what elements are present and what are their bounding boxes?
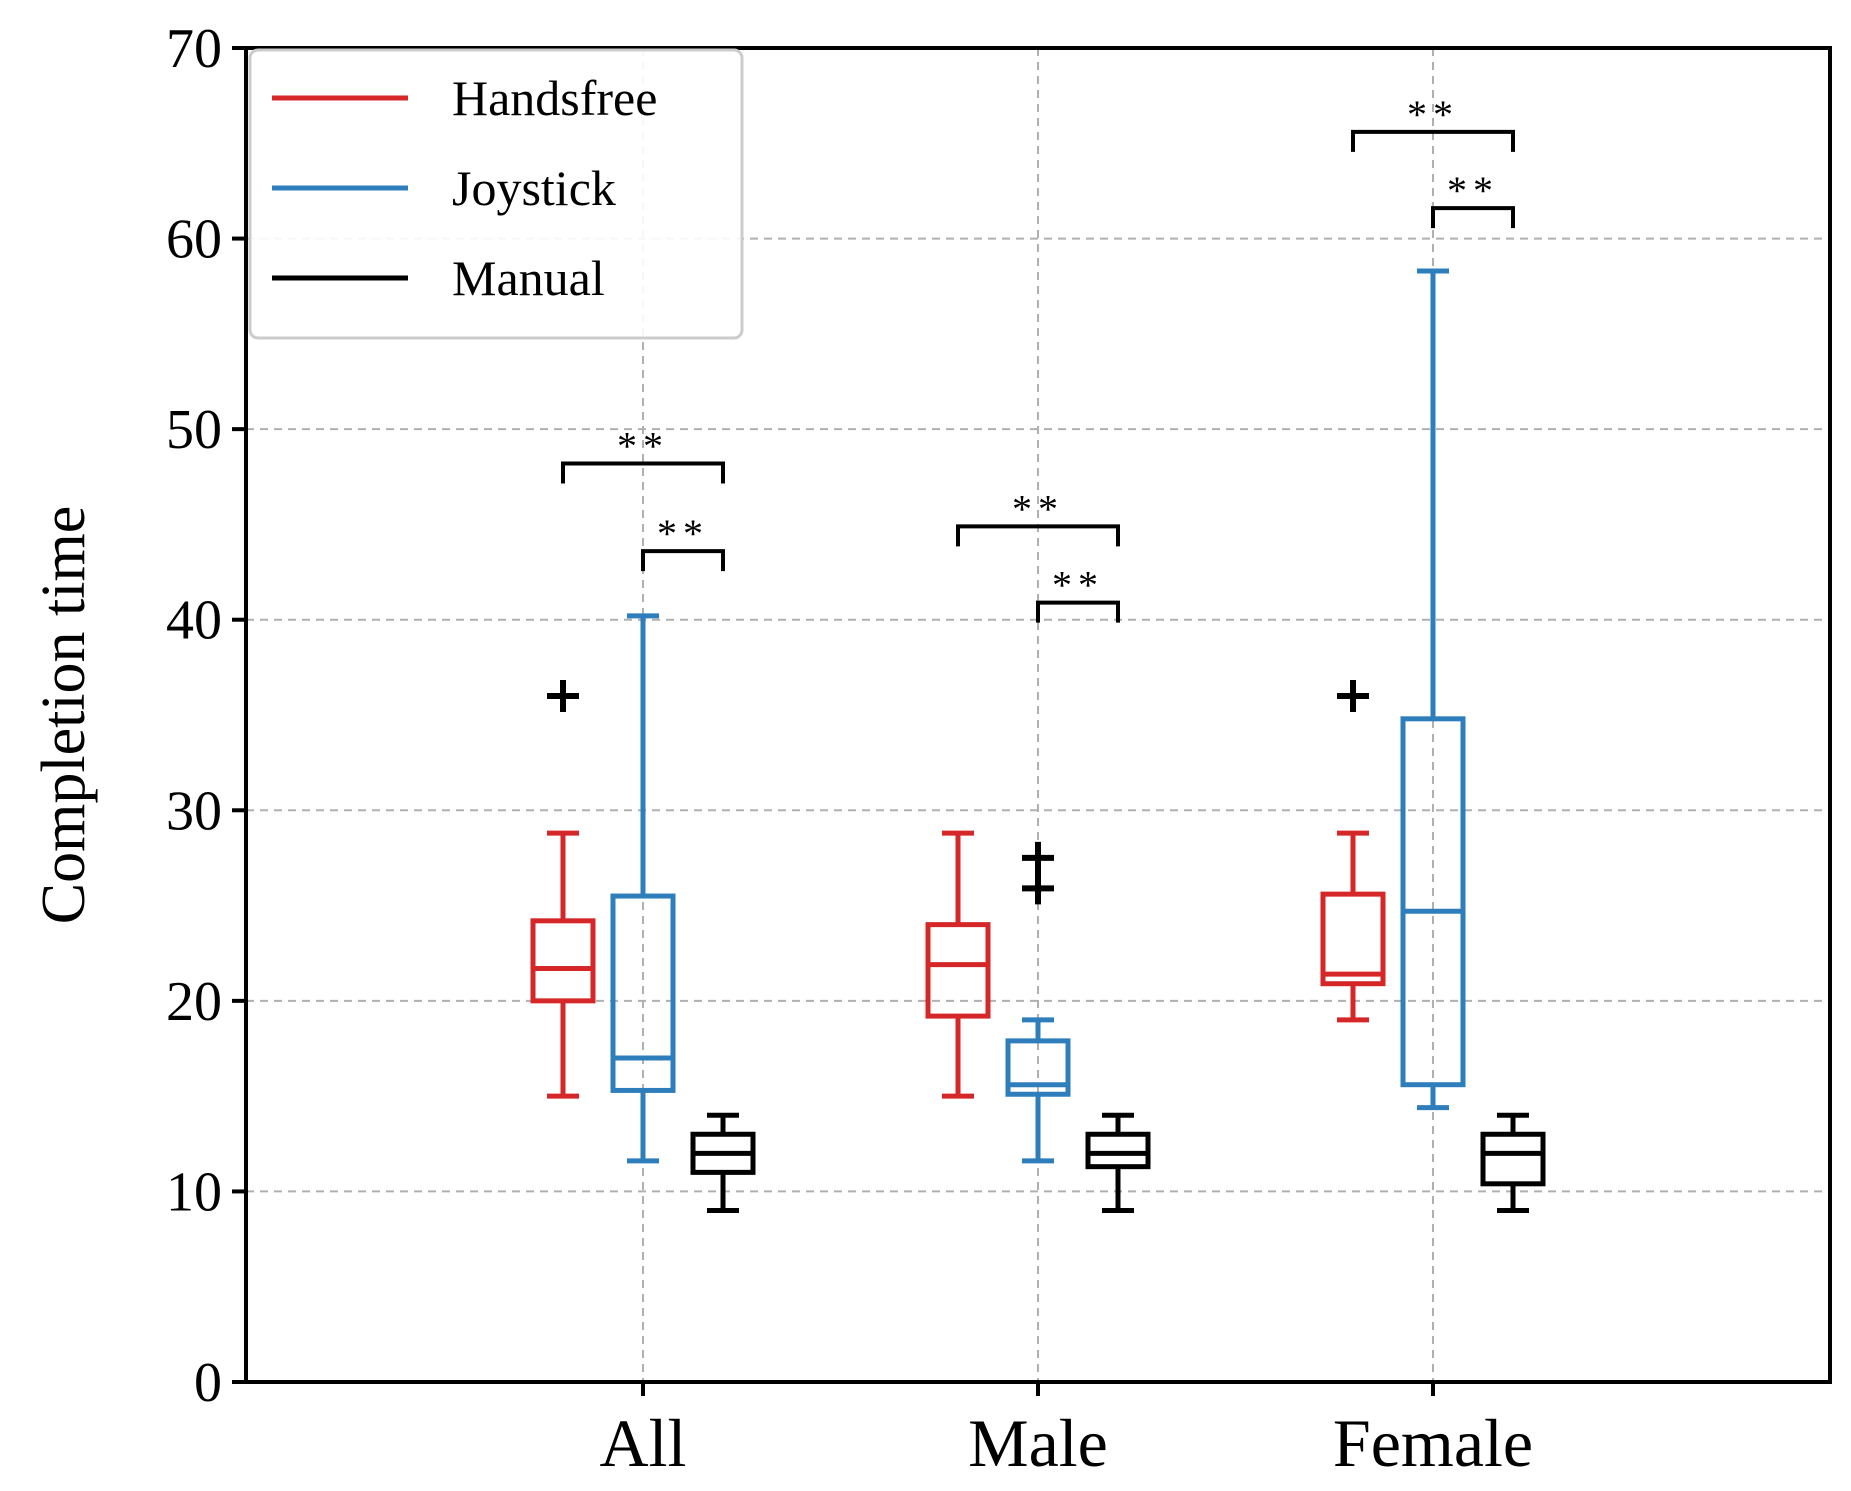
significance-label: **	[1012, 486, 1064, 531]
box-handsfree-female	[1320, 679, 1386, 1023]
significance-label: **	[1407, 92, 1459, 137]
x-tick-label: All	[600, 1405, 687, 1481]
box-iqr	[1400, 716, 1466, 1088]
x-tick-label: Female	[1333, 1405, 1533, 1481]
outlier-marker	[547, 679, 579, 712]
box-joystick-male	[1005, 841, 1071, 1164]
significance-bracket: **	[641, 511, 725, 572]
outlier-marker	[1022, 872, 1054, 905]
box-iqr	[530, 918, 596, 1004]
significance-label: **	[1447, 168, 1499, 213]
significance-label: **	[617, 423, 669, 468]
bracket-line	[1036, 600, 1120, 623]
outlier-marker	[1022, 841, 1054, 874]
legend-item-manual: Manual	[272, 250, 605, 306]
legend-label: Manual	[452, 250, 605, 306]
box-handsfree-all	[530, 679, 596, 1099]
legend-item-handsfree: Handsfree	[272, 70, 657, 126]
box-iqr	[925, 922, 991, 1019]
box-iqr	[610, 893, 676, 1093]
significance-bracket: **	[1351, 92, 1515, 152]
bracket-line	[641, 549, 725, 572]
legend-frame	[248, 48, 744, 340]
box-series	[530, 268, 1546, 1213]
box-iqr	[1480, 1131, 1546, 1187]
box-handsfree-male	[925, 830, 991, 1099]
bracket-line	[1431, 206, 1515, 229]
x-tick-label: Male	[968, 1405, 1108, 1481]
y-tick-label: 30	[166, 780, 222, 842]
legend-item-joystick: Joystick	[272, 160, 616, 216]
box-iqr	[1320, 891, 1386, 987]
significance-bracket: **	[561, 423, 725, 484]
y-axis-ticks: 0 10 20 30 40 50 60 70	[166, 18, 246, 1414]
box-iqr	[1085, 1131, 1151, 1170]
y-tick-label: 20	[166, 971, 222, 1033]
significance-bracket: **	[1431, 168, 1515, 229]
y-tick-label: 60	[166, 209, 222, 271]
box-manual-female	[1480, 1112, 1546, 1213]
x-axis-ticks: All Male Female	[600, 1382, 1533, 1481]
bracket-line	[1351, 129, 1515, 152]
box-iqr	[1005, 1038, 1071, 1097]
y-tick-label: 0	[194, 1352, 222, 1414]
y-axis-label: Completion time	[30, 506, 98, 924]
legend: Handsfree Joystick Manual	[248, 48, 744, 340]
significance-brackets: ** ** ** ** ** **	[561, 92, 1515, 623]
plot-frame	[244, 46, 1832, 1384]
significance-label: **	[1052, 563, 1104, 608]
y-tick-label: 40	[166, 590, 222, 652]
significance-bracket: **	[956, 486, 1120, 547]
bracket-line	[956, 524, 1120, 547]
bracket-line	[561, 461, 725, 484]
box-manual-male	[1085, 1112, 1151, 1213]
legend-label: Joystick	[452, 160, 616, 216]
y-tick-label: 50	[166, 399, 222, 461]
box-manual-all	[690, 1112, 756, 1213]
y-tick-label: 10	[166, 1161, 222, 1223]
outlier-marker	[1337, 679, 1369, 712]
box-joystick-female	[1400, 268, 1466, 1111]
box-joystick-all	[610, 613, 676, 1164]
legend-label: Handsfree	[452, 70, 657, 126]
significance-label: **	[657, 511, 709, 556]
y-tick-label: 70	[166, 18, 222, 80]
significance-bracket: **	[1036, 563, 1120, 623]
